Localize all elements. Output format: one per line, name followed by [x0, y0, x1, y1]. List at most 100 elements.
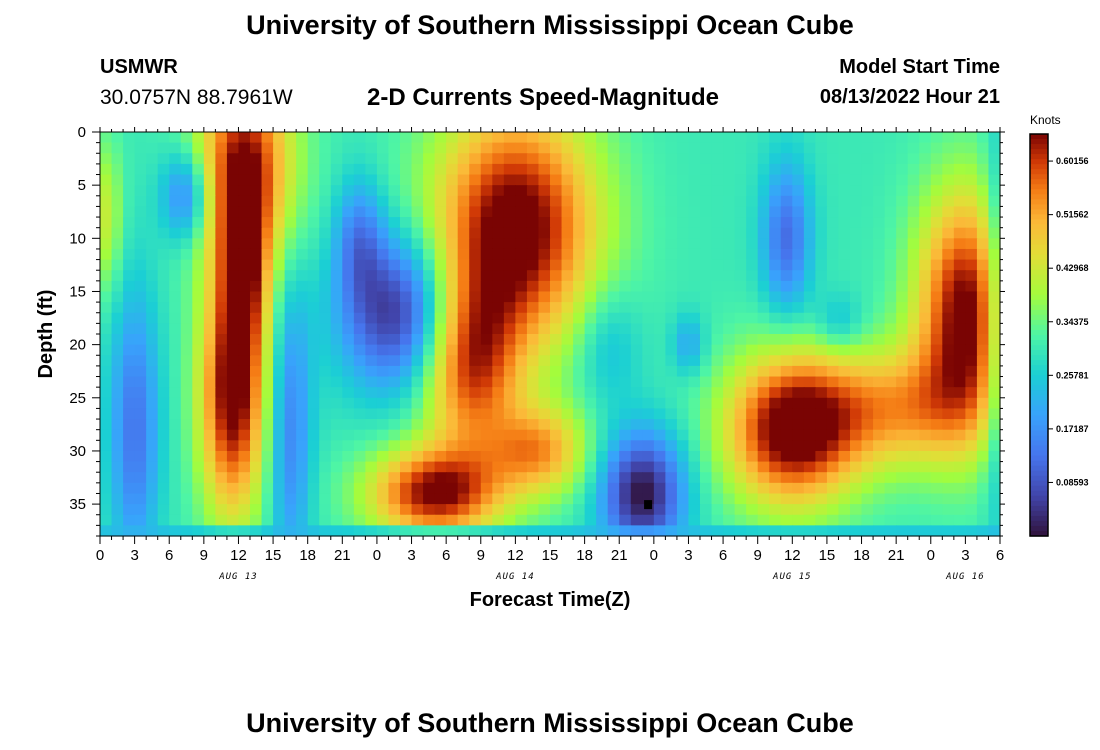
- heatmap-cell: [746, 525, 759, 537]
- heatmap-cell: [261, 142, 274, 154]
- heatmap-cell: [434, 259, 447, 271]
- heatmap-cell: [273, 238, 286, 250]
- heatmap-cell: [365, 195, 378, 208]
- heatmap-cell: [226, 450, 240, 463]
- heatmap-cell: [342, 493, 355, 505]
- heatmap-cell: [111, 227, 124, 239]
- heatmap-cell: [480, 291, 493, 303]
- heatmap-cell: [169, 525, 182, 537]
- heatmap-cell: [619, 174, 632, 186]
- heatmap-cell: [376, 185, 390, 197]
- heatmap-cell: [388, 482, 401, 495]
- heatmap-cell: [630, 142, 643, 154]
- heatmap-cell: [123, 291, 136, 303]
- x-tick-label: 3: [961, 547, 969, 564]
- heatmap-cell: [780, 387, 793, 399]
- heatmap-cell: [480, 365, 493, 378]
- colorbar-segment: [1030, 395, 1048, 401]
- heatmap-cell: [469, 185, 482, 197]
- heatmap-cell: [792, 419, 805, 431]
- heatmap-cell: [723, 153, 736, 165]
- heatmap-cell: [319, 163, 332, 176]
- heatmap-cell: [584, 365, 597, 378]
- heatmap-cell: [746, 504, 759, 516]
- heatmap-cell: [780, 323, 793, 335]
- heatmap-cell: [376, 355, 390, 367]
- heatmap-cell: [676, 376, 690, 388]
- heatmap-cell: [965, 419, 978, 431]
- heatmap-cell: [942, 355, 955, 367]
- heatmap-cell: [111, 429, 124, 441]
- heatmap-cell: [734, 312, 747, 324]
- heatmap-cell: [215, 461, 228, 473]
- heatmap-cell: [215, 153, 228, 165]
- heatmap-cell: [100, 397, 113, 410]
- heatmap-cell: [803, 376, 816, 388]
- heatmap-cell: [803, 259, 816, 271]
- heatmap-cell: [965, 376, 978, 388]
- colorbar-segment: [1030, 164, 1048, 170]
- heatmap-cell: [192, 450, 205, 463]
- heatmap-cell: [215, 440, 228, 452]
- heatmap-cell: [988, 174, 1001, 186]
- heatmap-cell: [607, 312, 620, 324]
- heatmap-cell: [423, 355, 436, 367]
- heatmap-cell: [503, 472, 516, 484]
- heatmap-cell: [907, 376, 920, 388]
- heatmap-cell: [192, 334, 205, 346]
- heatmap-cell: [976, 206, 990, 218]
- heatmap-cell: [457, 387, 470, 399]
- heatmap-cell: [965, 397, 978, 410]
- heatmap-cell: [434, 238, 447, 250]
- heatmap-cell: [711, 450, 724, 463]
- heatmap-cell: [596, 344, 609, 356]
- heatmap-cell: [850, 408, 863, 420]
- heatmap-cell: [826, 397, 840, 410]
- heatmap-cell: [319, 334, 332, 346]
- heatmap-cell: [307, 365, 320, 378]
- heatmap-cell: [226, 280, 240, 293]
- heatmap-cell: [469, 504, 482, 516]
- heatmap-cell: [169, 280, 182, 293]
- heatmap-cell: [538, 344, 551, 356]
- heatmap-cell: [330, 259, 343, 271]
- heatmap-cell: [780, 344, 793, 356]
- heatmap-cell: [192, 195, 205, 208]
- heatmap-cell: [400, 365, 413, 378]
- heatmap-cell: [226, 365, 240, 378]
- heatmap-cell: [630, 323, 643, 335]
- heatmap-cell: [134, 270, 147, 282]
- heatmap-cell: [550, 259, 563, 271]
- heatmap-cell: [330, 132, 343, 144]
- heatmap-cell: [296, 280, 309, 293]
- heatmap-cell: [469, 355, 482, 367]
- heatmap-cell: [953, 472, 966, 484]
- heatmap-cell: [561, 461, 574, 473]
- heatmap-cell: [134, 163, 147, 176]
- heatmap-cell: [400, 248, 413, 261]
- heatmap-cell: [711, 185, 724, 197]
- heatmap-cell: [423, 185, 436, 197]
- heatmap-cell: [607, 344, 620, 356]
- heatmap-cell: [538, 408, 551, 420]
- x-tick-label: 3: [684, 547, 692, 564]
- heatmap-cell: [365, 142, 378, 154]
- heatmap-cell: [757, 195, 770, 208]
- heatmap-cell: [826, 227, 840, 239]
- heatmap-cell: [296, 142, 309, 154]
- heatmap-cell: [873, 344, 886, 356]
- heatmap-cell: [353, 142, 366, 154]
- heatmap-cell: [965, 174, 978, 186]
- heatmap-cell: [757, 302, 770, 314]
- heatmap-cell: [757, 419, 770, 431]
- heatmap-cell: [919, 174, 932, 186]
- heatmap-cell: [376, 514, 390, 526]
- heatmap-cell: [515, 365, 528, 378]
- heatmap-cell: [296, 174, 309, 186]
- heatmap-cell: [146, 302, 159, 314]
- heatmap-cell: [711, 280, 724, 293]
- heatmap-cell: [480, 525, 493, 537]
- heatmap-cell: [180, 344, 193, 356]
- heatmap-cell: [319, 153, 332, 165]
- heatmap-cell: [307, 450, 320, 463]
